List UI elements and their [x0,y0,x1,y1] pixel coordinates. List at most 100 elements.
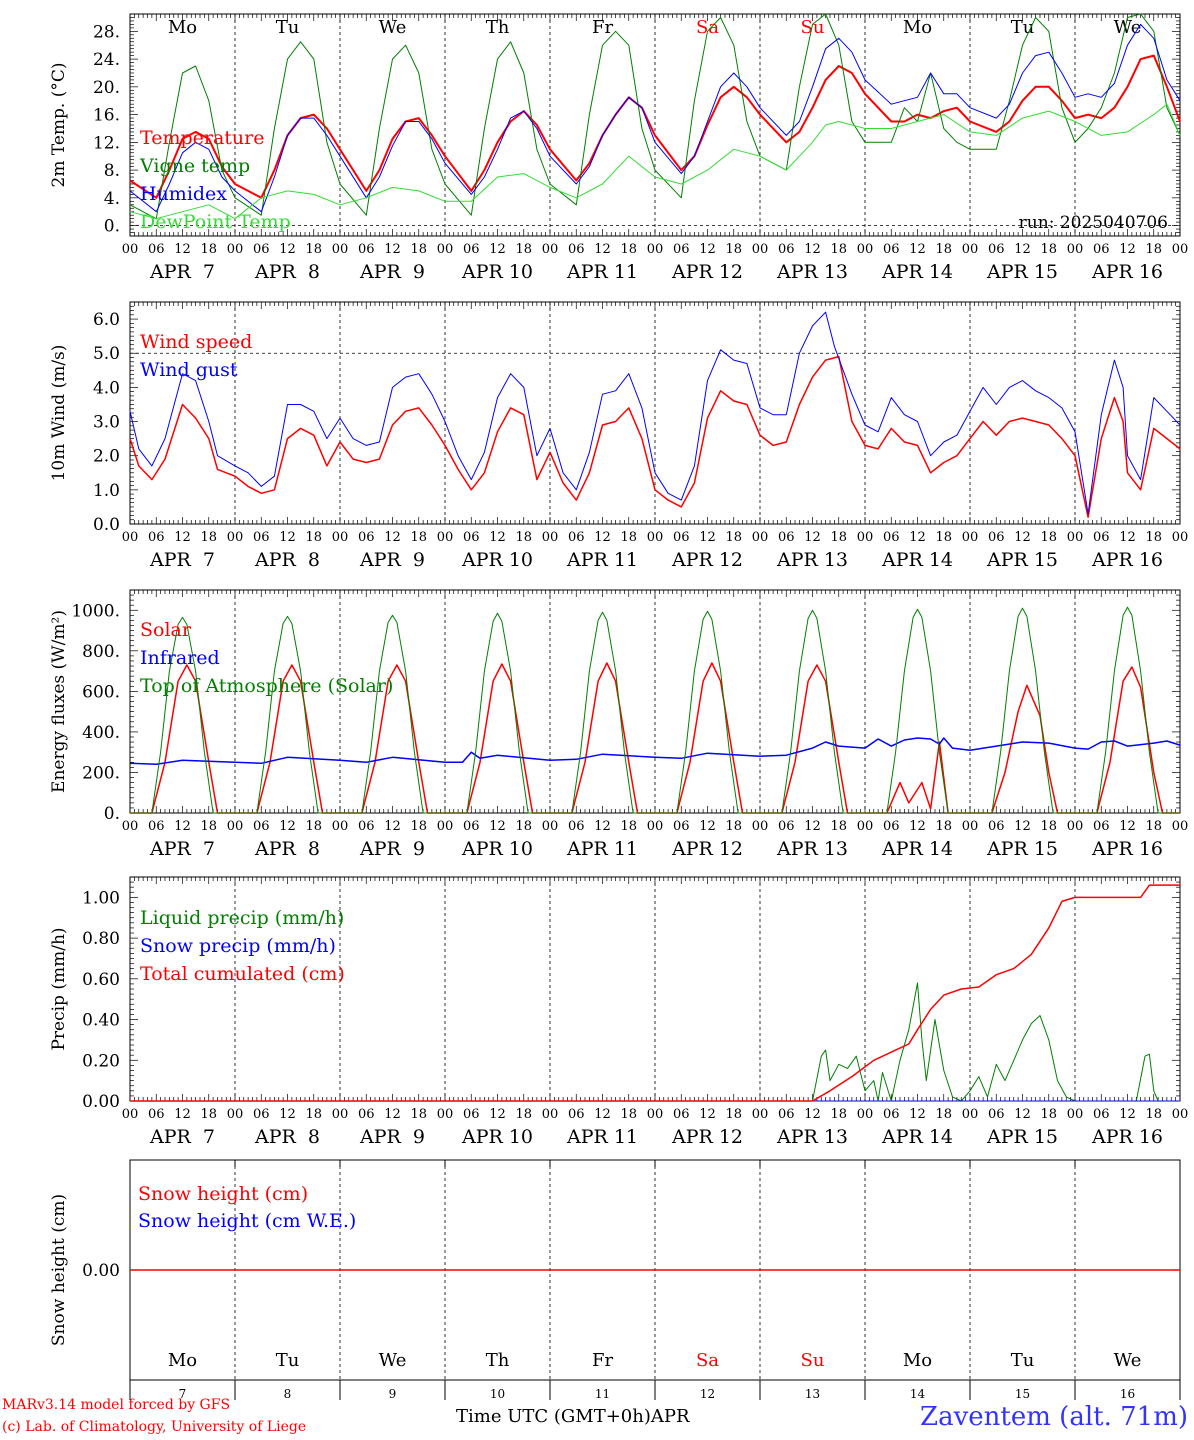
hour-tick-label: 00 [437,242,454,257]
date-label: APR 14 [881,1126,953,1148]
hour-tick-label: 00 [752,1107,769,1122]
date-label: APR 7 [149,261,215,283]
weekday-label: Tu [276,17,300,38]
hour-tick-label: 18 [830,530,847,545]
weekday-label: Mo [168,1350,197,1371]
weekday-label: Tu [1011,1350,1035,1371]
hour-tick-label: 06 [988,242,1005,257]
day-number-label: 9 [389,1387,397,1401]
weekday-label: Tu [276,1350,300,1371]
hour-tick-label: 06 [673,530,690,545]
hour-tick-label: 06 [988,819,1005,834]
y-tick-label: 0.00 [82,1092,120,1112]
hour-tick-label: 00 [332,819,349,834]
hour-tick-label: 00 [1172,819,1189,834]
day-number-label: 16 [1120,1387,1135,1401]
hour-tick-label: 12 [594,819,611,834]
hour-tick-label: 18 [410,530,427,545]
weekday-label: Mo [903,1350,932,1371]
hour-tick-label: 00 [962,530,979,545]
legend-entry: Snow precip (mm/h) [140,935,336,957]
legend-entry: Top of Atmosphere (Solar) [140,675,393,697]
hour-tick-label: 00 [752,819,769,834]
hour-tick-label: 06 [463,819,480,834]
y-axis-label: Energy fluxes (W/m²) [49,610,69,793]
hour-tick-label: 00 [122,242,139,257]
series-line [129,355,1181,518]
hour-tick-label: 00 [227,819,244,834]
weekday-label: Mo [903,17,932,38]
hour-tick-label: 12 [1119,242,1136,257]
date-label: APR 14 [881,549,953,571]
hour-tick-label: 12 [384,819,401,834]
hour-tick-label: 12 [1014,819,1031,834]
y-tick-label: 8. [104,161,120,181]
y-tick-label: 600. [82,682,120,702]
hour-tick-label: 06 [358,819,375,834]
hour-tick-label: 18 [515,242,532,257]
time-axis-label: Time UTC (GMT+0h) [456,1406,651,1427]
hour-tick-label: 00 [227,242,244,257]
hour-tick-label: 06 [358,1107,375,1122]
day-number-label: 10 [490,1387,505,1401]
hour-tick-label: 00 [752,530,769,545]
hour-tick-label: 00 [647,819,664,834]
hour-tick-label: 12 [699,530,716,545]
hour-tick-label: 06 [148,242,165,257]
lab-credit: (c) Lab. of Climatology, University of L… [2,1419,307,1435]
date-label: APR 14 [881,838,953,860]
y-axis-label: Precip (mm/h) [49,927,69,1050]
hour-tick-label: 18 [1040,242,1057,257]
hour-tick-label: 12 [1014,1107,1031,1122]
series-line [130,884,1180,1102]
station-name: Zaventem (alt. 71m) [920,1402,1188,1432]
hour-tick-label: 06 [253,819,270,834]
date-label: APR 8 [254,261,320,283]
weekday-label: We [379,1350,407,1371]
y-tick-label: 16. [93,106,120,126]
hour-tick-label: 12 [174,1107,191,1122]
date-label: APR 7 [149,549,215,571]
day-number-label: 14 [910,1387,926,1401]
weekday-label: Th [486,17,510,38]
date-label: APR 9 [359,261,425,283]
hour-tick-label: 00 [332,530,349,545]
hour-tick-label: 12 [804,242,821,257]
hour-tick-label: 12 [594,1107,611,1122]
date-label: APR 8 [254,838,320,860]
date-label: APR 12 [671,838,743,860]
hour-tick-label: 06 [883,819,900,834]
hour-tick-label: 06 [778,1107,795,1122]
hour-tick-label: 18 [725,819,742,834]
hour-tick-label: 00 [542,530,559,545]
y-tick-label: 0.40 [82,1011,120,1031]
day-number-label: 7 [179,1387,187,1401]
y-tick-label: 1.00 [82,888,120,908]
hour-tick-label: 18 [1040,1107,1057,1122]
hour-tick-label: 00 [962,1107,979,1122]
series-line [129,23,1181,213]
hour-tick-label: 12 [489,1107,506,1122]
legend-entry: Snow height (cm) [138,1183,308,1205]
hour-tick-label: 06 [463,1107,480,1122]
hour-tick-label: 18 [1040,530,1057,545]
date-label: APR 15 [986,1126,1058,1148]
date-label: APR 9 [359,549,425,571]
model-credit: MARv3.14 model forced by GFS [2,1397,231,1413]
hour-tick-label: 06 [1093,530,1110,545]
hour-tick-label: 00 [857,819,874,834]
weekday-label: Fr [592,17,613,38]
hour-tick-label: 18 [725,530,742,545]
y-tick-label: 28. [93,22,120,42]
date-label: APR 9 [359,1126,425,1148]
legend-entry: Total cumulated (cm) [140,963,345,985]
hour-tick-label: 06 [673,242,690,257]
hour-tick-label: 00 [122,530,139,545]
date-label: APR 8 [254,1126,320,1148]
hour-tick-label: 18 [620,819,637,834]
hour-tick-label: 18 [305,530,322,545]
hour-tick-label: 18 [305,242,322,257]
hour-tick-label: 18 [200,819,217,834]
series-line [129,13,1181,220]
y-tick-label: 4. [104,189,120,209]
